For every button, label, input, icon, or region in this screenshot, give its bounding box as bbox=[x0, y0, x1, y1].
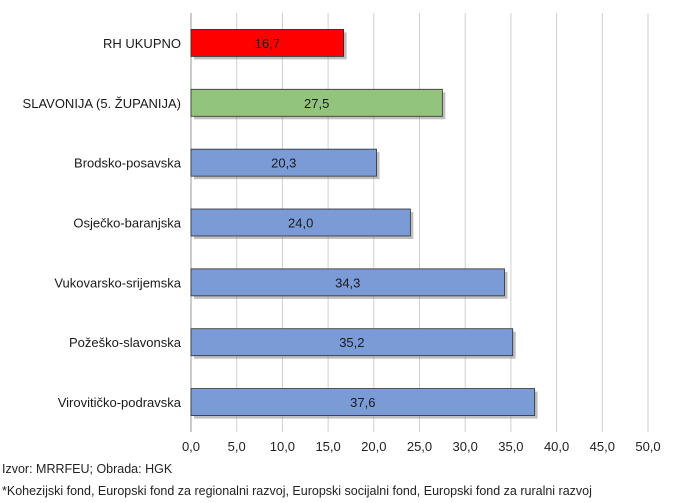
bar bbox=[190, 388, 536, 416]
category-label: Brodsko-posavska bbox=[74, 156, 182, 171]
category-label: Osječko-baranjska bbox=[73, 216, 181, 231]
category-label: Požeško-slavonska bbox=[69, 335, 182, 350]
x-tick-label: 35,0 bbox=[498, 439, 523, 454]
x-tick-label: 10,0 bbox=[270, 439, 295, 454]
footnote: *Kohezijski fond, Europski fond za regio… bbox=[2, 484, 592, 498]
x-tick-labels: 0,0 5,0 10,0 15,0 20,0 25,0 30,0 35,0 40,0 45,0 50… bbox=[182, 439, 661, 454]
x-tick-label: 0,0 bbox=[182, 439, 200, 454]
x-tick-label: 5,0 bbox=[228, 439, 246, 454]
bar-chart: 16,7 27,5 20,3 24,0 34,3 35,2 37,6 RH UKUPNO SL… bbox=[23, 13, 661, 454]
bar-value-label: 24,0 bbox=[288, 216, 313, 231]
bar-value-label: 20,3 bbox=[271, 156, 296, 171]
bar bbox=[190, 88, 443, 117]
bar-value-label: 27,5 bbox=[304, 96, 329, 111]
x-tick-label: 15,0 bbox=[315, 439, 340, 454]
category-label: RH UKUPNO bbox=[103, 36, 181, 51]
x-tick-label: 20,0 bbox=[361, 439, 386, 454]
bar bbox=[190, 208, 411, 237]
category-label: SLAVONIJA (5. ŽUPANIJA) bbox=[23, 96, 181, 111]
source-note: Izvor: MRRFEU; Obrada: HGK bbox=[2, 462, 173, 476]
x-tick-label: 25,0 bbox=[407, 439, 432, 454]
bars: 16,7 27,5 20,3 24,0 34,3 35,2 37,6 bbox=[190, 29, 538, 419]
bar-value-label: 37,6 bbox=[350, 395, 375, 410]
x-tick-label: 50,0 bbox=[635, 439, 660, 454]
category-label: Vukovarsko-srijemska bbox=[54, 275, 181, 290]
x-tick-label: 30,0 bbox=[453, 439, 478, 454]
bar-value-label: 35,2 bbox=[339, 335, 364, 350]
bar bbox=[190, 268, 505, 297]
bar-value-label: 16,7 bbox=[255, 36, 280, 51]
bar bbox=[190, 148, 377, 177]
x-tick-label: 45,0 bbox=[590, 439, 615, 454]
bar-value-label: 34,3 bbox=[335, 275, 360, 290]
category-label: Virovitičko-podravska bbox=[58, 395, 182, 410]
category-labels: RH UKUPNO SLAVONIJA (5. ŽUPANIJA) Brodsko-… bbox=[23, 36, 182, 410]
x-tick-label: 40,0 bbox=[544, 439, 569, 454]
bar bbox=[190, 29, 345, 57]
bar bbox=[190, 328, 514, 357]
